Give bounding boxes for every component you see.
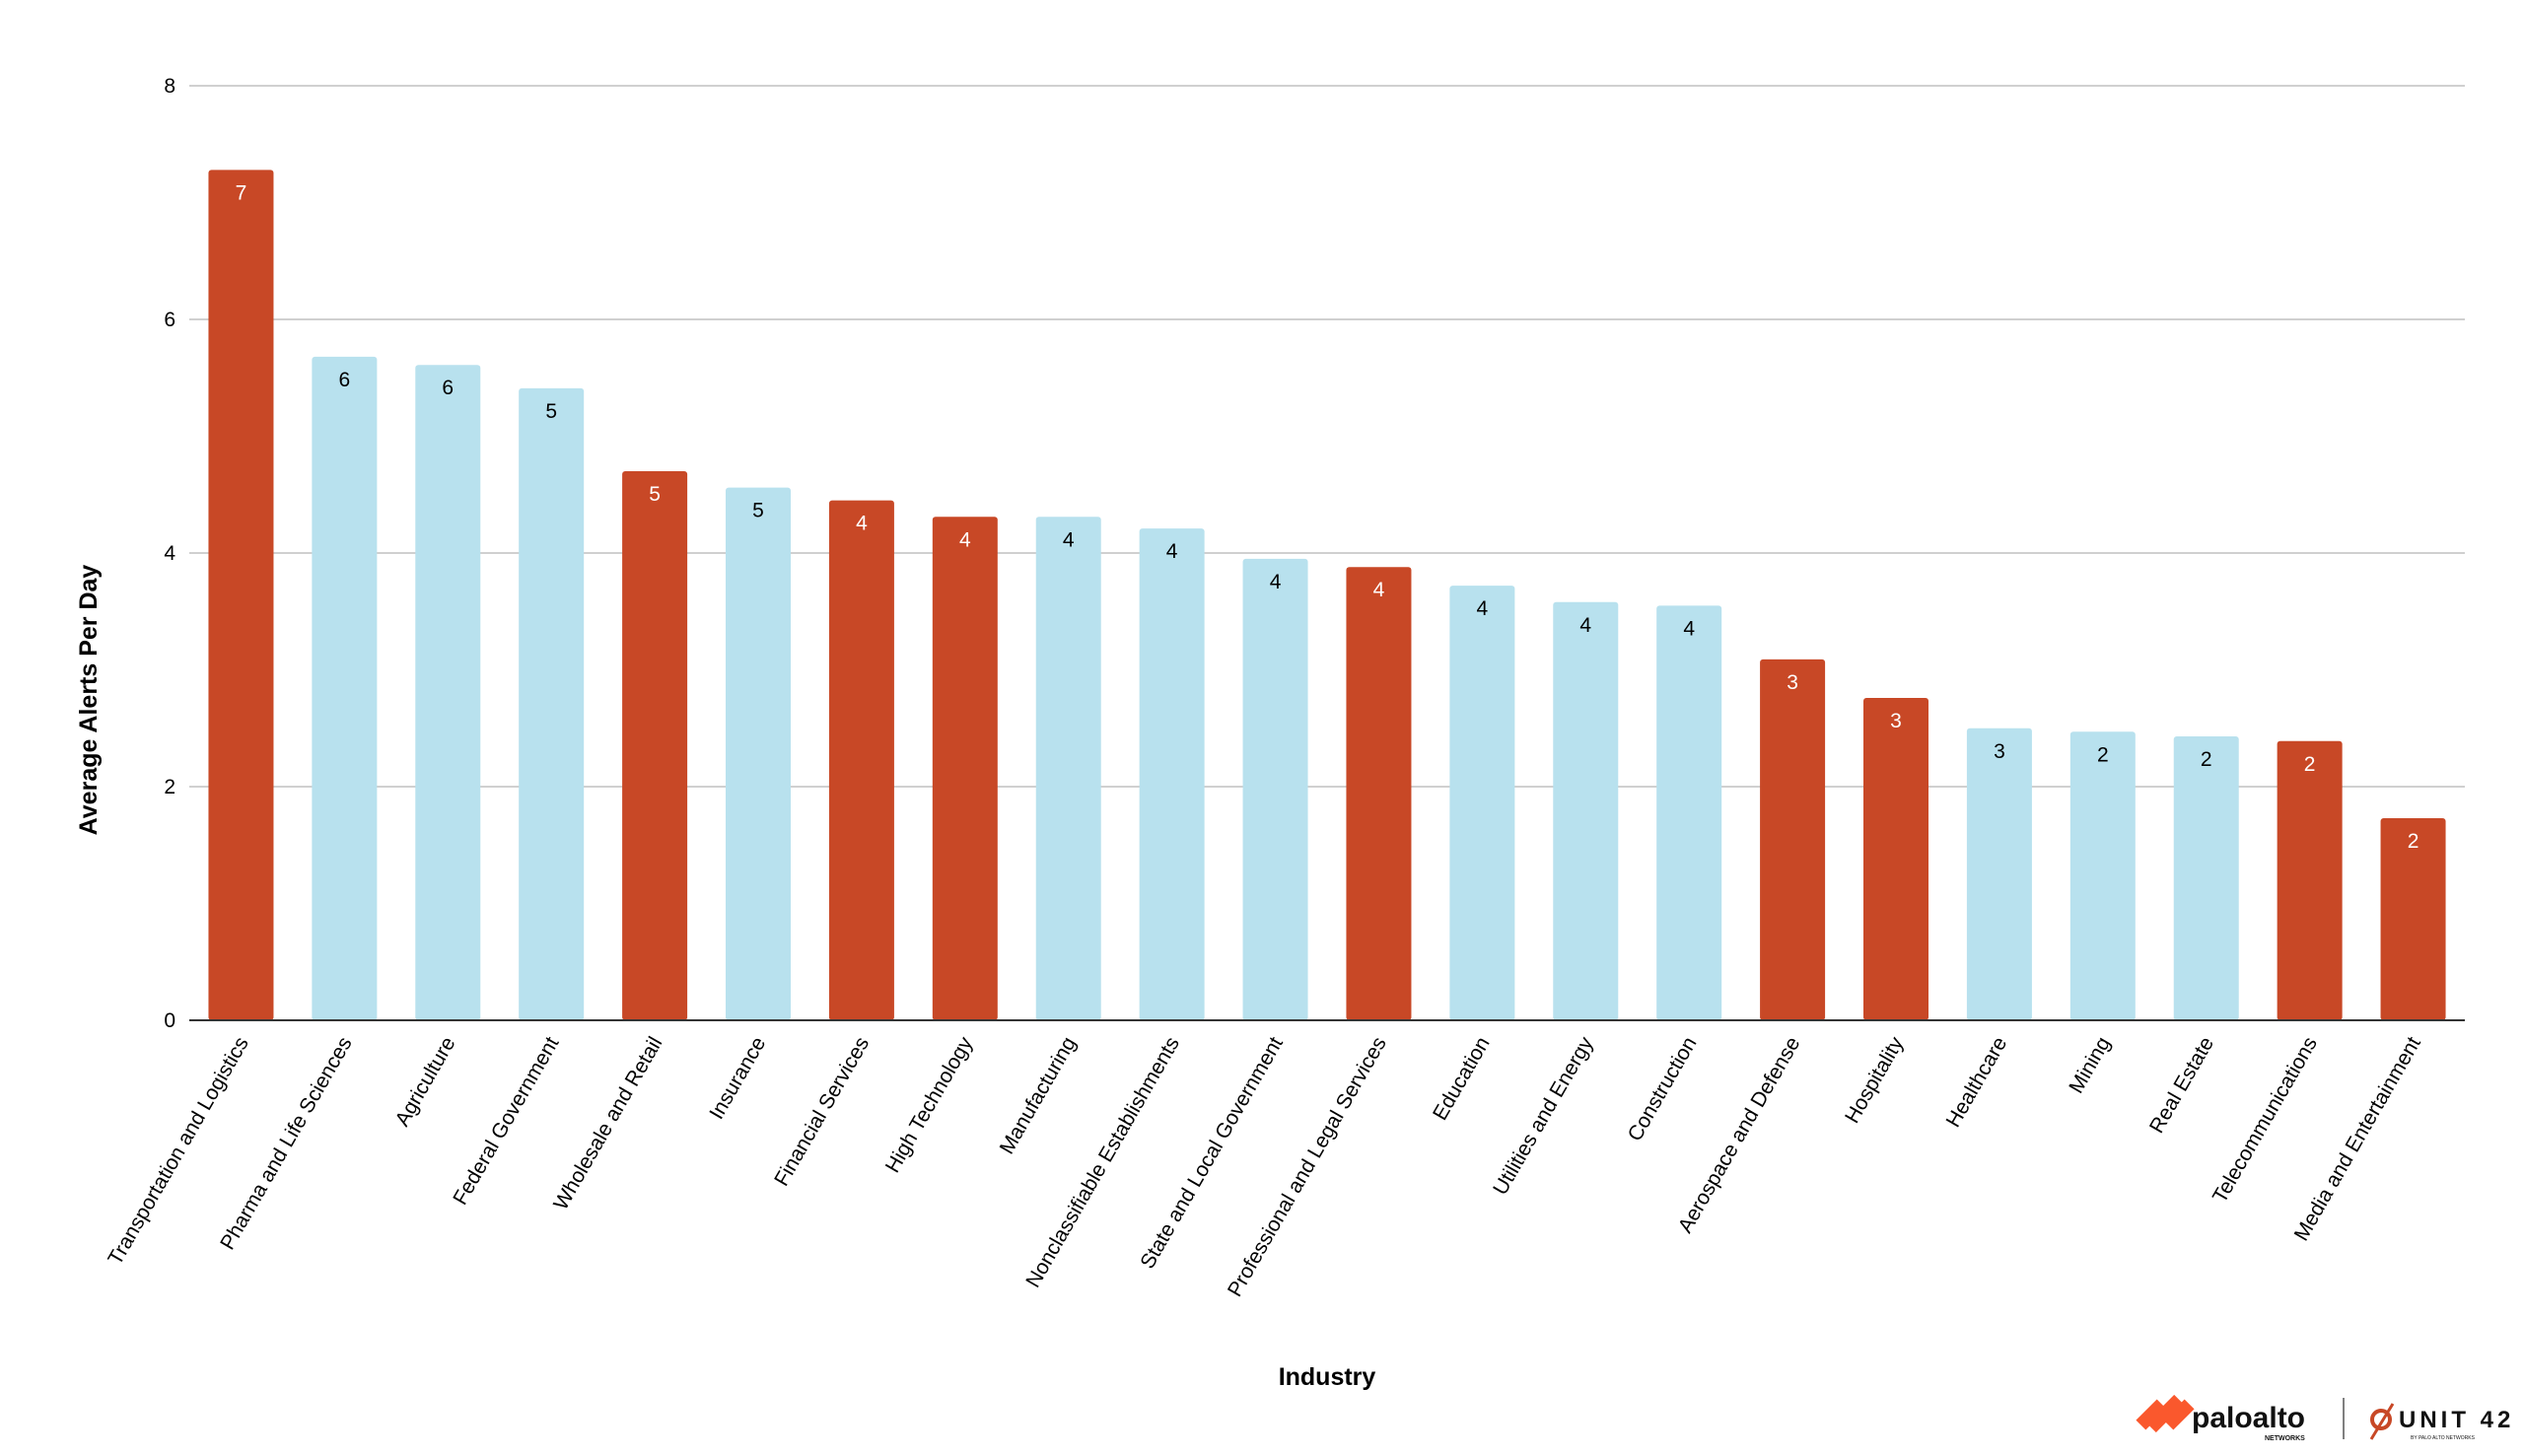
x-tick-label: Telecommunications	[2208, 1033, 2322, 1207]
bar	[208, 170, 274, 1020]
data-label: 3	[1787, 671, 1798, 694]
data-label: 4	[1373, 579, 1385, 601]
bar	[726, 487, 791, 1020]
x-tick-label: Media and Entertainment	[2290, 1033, 2425, 1245]
data-label: 3	[1994, 740, 2005, 763]
data-label: 7	[236, 181, 247, 204]
bar	[1656, 605, 1722, 1020]
bar	[1863, 697, 1928, 1020]
y-tick-label: 0	[164, 1009, 175, 1032]
data-label: 2	[2201, 748, 2212, 771]
bar	[622, 471, 688, 1020]
data-label: 4	[1166, 540, 1178, 563]
data-label: 6	[339, 369, 351, 391]
data-label: 2	[2097, 743, 2109, 766]
svg-text:BY PALO ALTO NETWORKS: BY PALO ALTO NETWORKS	[2411, 1435, 2476, 1441]
bar	[1139, 528, 1205, 1020]
bars: 7 6 6 5 5 5 4 4 4 4 4 4 4 4 4 3 3 3 2 2 2 2	[208, 170, 2446, 1021]
bar	[519, 387, 585, 1020]
y-axis-ticks: 0 2 4 6 8	[164, 75, 175, 1032]
x-tick-label: Financial Services	[770, 1033, 874, 1190]
paloalto-logo-mark	[2136, 1394, 2195, 1433]
data-label: 4	[856, 513, 868, 535]
paloalto-logo: paloalto NETWORKS UNIT 42 BY PALO ALTO N…	[2136, 1394, 2514, 1442]
svg-text:paloalto: paloalto	[2192, 1402, 2305, 1434]
bar	[415, 365, 481, 1021]
x-tick-label: Manufacturing	[996, 1033, 1081, 1158]
x-tick-label: Federal Government	[449, 1033, 563, 1209]
data-label: 3	[1890, 710, 1902, 732]
data-label: 5	[752, 500, 764, 522]
bar	[2069, 731, 2136, 1020]
y-tick-label: 4	[164, 542, 175, 565]
x-axis-title: Industry	[1279, 1363, 1376, 1391]
x-tick-label: Healthcare	[1942, 1033, 2012, 1131]
data-label: 6	[442, 377, 454, 399]
bar	[1966, 728, 2032, 1020]
bar	[312, 356, 378, 1020]
bar	[1035, 517, 1101, 1020]
data-label: 5	[545, 400, 557, 423]
svg-text:UNIT 42: UNIT 42	[2399, 1407, 2514, 1433]
bar	[1449, 586, 1515, 1020]
x-tick-label: Agriculture	[390, 1033, 459, 1130]
data-label: 5	[649, 483, 661, 506]
x-tick-label: Construction	[1624, 1033, 1702, 1145]
data-label: 4	[1477, 597, 1489, 620]
bar	[2277, 740, 2343, 1020]
bar	[2173, 736, 2239, 1020]
data-label: 2	[2304, 753, 2316, 776]
bar	[828, 500, 894, 1020]
data-label: 4	[1579, 614, 1591, 637]
data-label: 4	[1063, 528, 1075, 551]
y-axis-title: Average Alerts Per Day	[75, 565, 103, 836]
x-tick-label: Real Estate	[2145, 1033, 2218, 1138]
y-tick-label: 6	[164, 309, 175, 331]
x-tick-label: Utilities and Energy	[1489, 1033, 1598, 1200]
x-tick-label: Wholesale and Retail	[549, 1033, 666, 1213]
data-label: 2	[2408, 830, 2419, 853]
x-tick-label: Education	[1429, 1033, 1495, 1124]
y-tick-label: 2	[164, 776, 175, 798]
data-label: 4	[959, 528, 971, 551]
x-tick-label: Aerospace and Defense	[1674, 1033, 1805, 1237]
unit42-logo-mark	[2369, 1403, 2395, 1440]
x-tick-label: High Technology	[881, 1033, 978, 1177]
bar	[1553, 601, 1619, 1020]
data-label: 4	[1270, 571, 1282, 593]
bar	[1760, 659, 1826, 1020]
x-tick-label: Hospitality	[1841, 1033, 1909, 1128]
y-tick-label: 8	[164, 75, 175, 98]
x-tick-label: Insurance	[705, 1033, 770, 1123]
bar	[1346, 567, 1412, 1020]
svg-text:NETWORKS: NETWORKS	[2265, 1435, 2305, 1442]
bar	[932, 517, 998, 1020]
x-tick-label: Mining	[2065, 1033, 2115, 1097]
bar	[2380, 817, 2446, 1020]
data-label: 4	[1683, 617, 1695, 640]
bar	[1242, 558, 1308, 1020]
